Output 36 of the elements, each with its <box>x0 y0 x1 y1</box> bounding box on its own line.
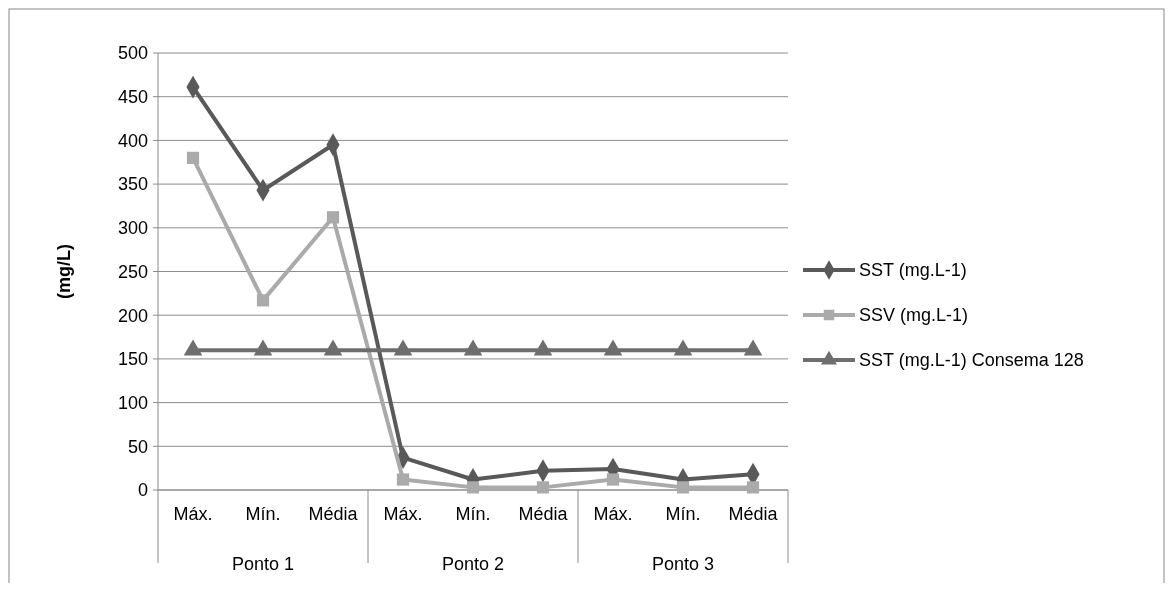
y-tick-label: 200 <box>117 305 148 326</box>
point <box>466 481 480 494</box>
x-tick-label: Mín. <box>245 504 281 524</box>
x-tick-label: Máx. <box>593 504 633 524</box>
y-tick-label: 500 <box>117 43 148 64</box>
x-tick-label: Máx. <box>173 504 213 524</box>
y-tick-label: 100 <box>117 392 148 413</box>
legend-label: SST (mg.L-1) <box>859 260 967 281</box>
y-tick-label: 150 <box>117 349 148 370</box>
text: Ponto 1 <box>231 554 295 574</box>
y-tick-label: 300 <box>117 218 148 239</box>
point <box>256 294 270 307</box>
text: Ponto 3 <box>651 554 715 574</box>
point <box>396 473 410 486</box>
x-tick-label: Média <box>728 504 779 524</box>
legend-label: SSV (mg.L-1) <box>859 305 969 326</box>
y-tick-label: 250 <box>117 261 148 282</box>
x-tick-label: Média <box>518 504 569 524</box>
y-tick-label: 450 <box>117 87 148 107</box>
x-tick-label: Mín. <box>455 504 491 524</box>
y-tick-label: 350 <box>117 174 148 195</box>
point <box>536 481 550 494</box>
text: Ponto 2 <box>441 554 505 574</box>
point <box>676 481 690 494</box>
x-tick-label: Máx. <box>383 504 423 524</box>
x-tick-label: Média <box>308 504 359 524</box>
point <box>186 151 200 164</box>
point <box>606 473 620 486</box>
point <box>326 211 340 224</box>
y-tick-label: 400 <box>117 130 148 151</box>
y-tick-label: 50 <box>127 436 148 457</box>
y-axis-title: (mg/L) <box>54 244 74 299</box>
point <box>746 481 760 494</box>
legend-label: SST (mg.L-1) Consema 128 <box>859 350 1084 371</box>
y-tick-label: 0 <box>137 480 148 501</box>
x-tick-label: Mín. <box>665 504 701 524</box>
